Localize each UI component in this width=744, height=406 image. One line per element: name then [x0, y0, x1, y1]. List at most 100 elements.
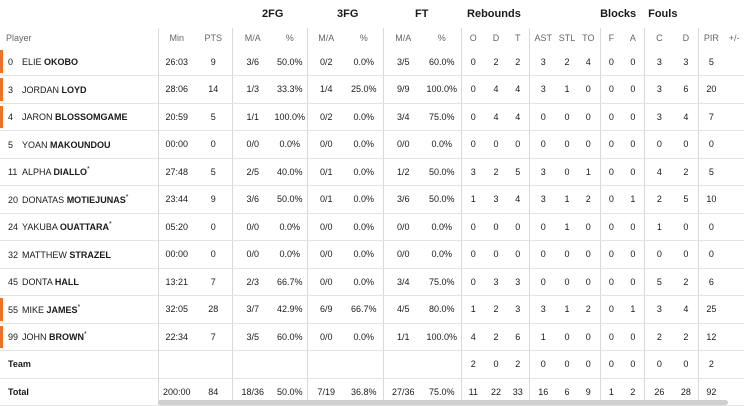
column-header-player[interactable]: Player [6, 33, 32, 43]
player-row[interactable]: 99 JOHN BROWN* 22:34 7 3/5 60.0% 0/0 0.0% 1/1 100… [0, 323, 744, 351]
stat-blk-a: 0 [622, 130, 645, 159]
stat-blk-a: 0 [622, 323, 645, 351]
column-header-fg2-pct[interactable]: % [285, 33, 294, 43]
player-row[interactable]: 24 YAKUBA OUATTARA* 05:20 0 0/0 0.0% 0/0 0.0% 0/… [0, 213, 744, 241]
column-header-ft-pct[interactable]: % [437, 33, 446, 43]
player-row[interactable]: 0 ELIE OKOBO 26:03 9 3/6 50.0% 0/2 0.0% 3/5 60.0%… [0, 48, 744, 76]
stat-plus-minus [724, 268, 744, 296]
player-name-cell[interactable]: 99 JOHN BROWN* [0, 323, 158, 351]
stat-foul-d: 4 [674, 295, 699, 324]
player-row[interactable]: 55 MIKE JAMES* 32:05 28 3/7 42.9% 6/9 66.7% 4/5 8… [0, 295, 744, 324]
player-last-name: MAKOUNDOU [50, 139, 111, 150]
player-row[interactable]: 3 JORDAN LOYD 28:06 14 1/3 33.3% 1/4 25.0% 9/9 10… [0, 75, 744, 104]
stat-fg3-pct: 0.0% [345, 213, 384, 241]
stat-fg3-pct [345, 350, 384, 379]
column-header-foul-d[interactable]: D [682, 33, 690, 43]
stat-min: 05:20 [157, 213, 195, 241]
stat-ft-ma [382, 350, 424, 379]
stat-fg2-ma: 3/5 [231, 323, 274, 351]
stat-to: 2 [577, 185, 601, 214]
stat-reb-t: 0 [507, 240, 530, 269]
stat-to: 1 [577, 158, 601, 186]
column-header-pir[interactable]: PIR [697, 28, 725, 48]
column-header-ast[interactable]: AST [528, 28, 558, 48]
column-header-reb-o[interactable]: O [460, 28, 486, 48]
player-row[interactable]: 11 ALPHA DIALLO* 27:48 5 2/5 40.0% 0/1 0.0% 1/2 5… [0, 158, 744, 186]
player-number: 4 [8, 112, 14, 123]
player-name-cell[interactable]: 11 ALPHA DIALLO* [0, 158, 158, 186]
player-name-cell[interactable]: 20 DONATAS MOTIEJUNAS* [0, 185, 158, 214]
stat-fg2-pct: 100.0% [273, 103, 308, 131]
stat-ast: 0 [528, 268, 558, 296]
player-name-cell[interactable]: 24 YAKUBA OUATTARA* [0, 213, 158, 241]
column-header-plus-minus[interactable]: +/- [728, 33, 740, 43]
player-name-cell[interactable]: 4 JARON BLOSSOMGAME [0, 103, 158, 131]
stat-pts: 5 [195, 103, 233, 131]
stat-blk-a: 0 [622, 103, 645, 131]
player-first-name: ELIE [22, 57, 42, 67]
player-row[interactable]: 20 DONATAS MOTIEJUNAS* 23:44 9 3/6 50.0% 0/1 0.… [0, 185, 744, 214]
stat-pir: 0 [697, 130, 725, 159]
stat-reb-t: 33 [507, 378, 530, 406]
column-header-fg2-ma[interactable]: M/A [231, 28, 274, 48]
stat-foul-c: 0 [643, 240, 675, 269]
stat-ft-ma: 3/4 [382, 268, 424, 296]
column-header-to[interactable]: TO [582, 33, 595, 43]
stat-fg2-ma: 0/0 [231, 213, 274, 241]
player-name-cell[interactable]: 0 ELIE OKOBO [0, 48, 158, 76]
column-header-blk-f[interactable]: F [599, 28, 623, 48]
stat-fg2-pct: 0.0% [273, 240, 308, 269]
stat-to: 2 [577, 295, 601, 324]
stat-foul-d: 3 [674, 48, 699, 76]
stat-fg2-pct: 0.0% [273, 130, 308, 159]
stat-min: 20:59 [157, 103, 195, 131]
player-name-cell[interactable]: 32 MATTHEW STRAZEL [0, 240, 158, 269]
column-header-reb-d[interactable]: D [492, 33, 500, 43]
group-header-row: 2FG 3FG FT Rebounds Blocks Fouls [0, 0, 744, 28]
column-header-stl[interactable]: STL [558, 33, 576, 43]
stat-ft-ma: 9/9 [382, 75, 424, 104]
player-name-cell[interactable]: 3 JORDAN LOYD [0, 75, 158, 104]
player-row[interactable]: 32 MATTHEW STRAZEL 00:00 0 0/0 0.0% 0/0 0.0% 0/0… [0, 240, 744, 269]
column-header-pts[interactable]: PTS [204, 33, 223, 43]
stat-ft-pct: 50.0% [423, 158, 462, 186]
stat-ft-pct [423, 350, 462, 379]
player-first-name: DONTA [22, 277, 53, 288]
column-header-ft-ma[interactable]: M/A [382, 28, 424, 48]
player-row[interactable]: 5 YOAN MAKOUNDOU 00:00 0 0/0 0.0% 0/0 0.0% 0/0 0.… [0, 130, 744, 159]
stat-plus-minus [724, 350, 744, 379]
stat-fg2-ma: 0/0 [231, 240, 274, 269]
column-header-foul-c[interactable]: C [643, 28, 675, 48]
stat-fg2-pct: 66.7% [273, 268, 308, 296]
player-last-name: JAMES [46, 304, 78, 315]
stat-foul-c: 3 [643, 75, 675, 104]
column-header-fg3-pct[interactable]: % [359, 33, 368, 43]
stat-to: 9 [577, 378, 601, 406]
horizontal-scrollbar[interactable] [158, 400, 728, 405]
stat-fg3-pct: 0.0% [345, 158, 384, 186]
player-name-cell[interactable]: 5 YOAN MAKOUNDOU [0, 130, 158, 159]
stat-reb-d: 2 [485, 158, 508, 186]
stat-reb-t: 2 [507, 48, 530, 76]
stat-foul-c: 0 [643, 130, 675, 159]
stat-fg2-ma: 3/7 [231, 295, 274, 324]
stat-pts: 9 [195, 48, 233, 76]
stat-plus-minus [724, 48, 744, 76]
player-row[interactable]: 45 DONTA HALL 13:21 7 2/3 66.7% 0/0 0.0% 3/4 75.0… [0, 268, 744, 296]
player-name-cell[interactable]: 45 DONTA HALL [0, 268, 158, 296]
column-header-fg3-ma[interactable]: M/A [306, 28, 346, 48]
player-row[interactable]: 4 JARON BLOSSOMGAME 20:59 5 1/1 100.0% 0/2 0.0%… [0, 103, 744, 131]
stat-reb-o: 0 [460, 240, 486, 269]
column-header-blk-a[interactable]: A [629, 33, 636, 43]
stat-min [157, 350, 195, 379]
stat-fg3-pct: 0.0% [345, 185, 384, 214]
stat-reb-d: 0 [485, 350, 508, 379]
stat-ft-pct: 100.0% [423, 323, 462, 351]
stat-to: 0 [577, 323, 601, 351]
column-header-min[interactable]: Min [157, 28, 195, 48]
stat-blk-f: 0 [599, 103, 623, 131]
stat-ft-ma: 3/6 [382, 185, 424, 214]
player-name-cell[interactable]: 55 MIKE JAMES* [0, 295, 158, 324]
stat-foul-c: 3 [643, 103, 675, 131]
column-header-reb-t[interactable]: T [515, 33, 521, 43]
